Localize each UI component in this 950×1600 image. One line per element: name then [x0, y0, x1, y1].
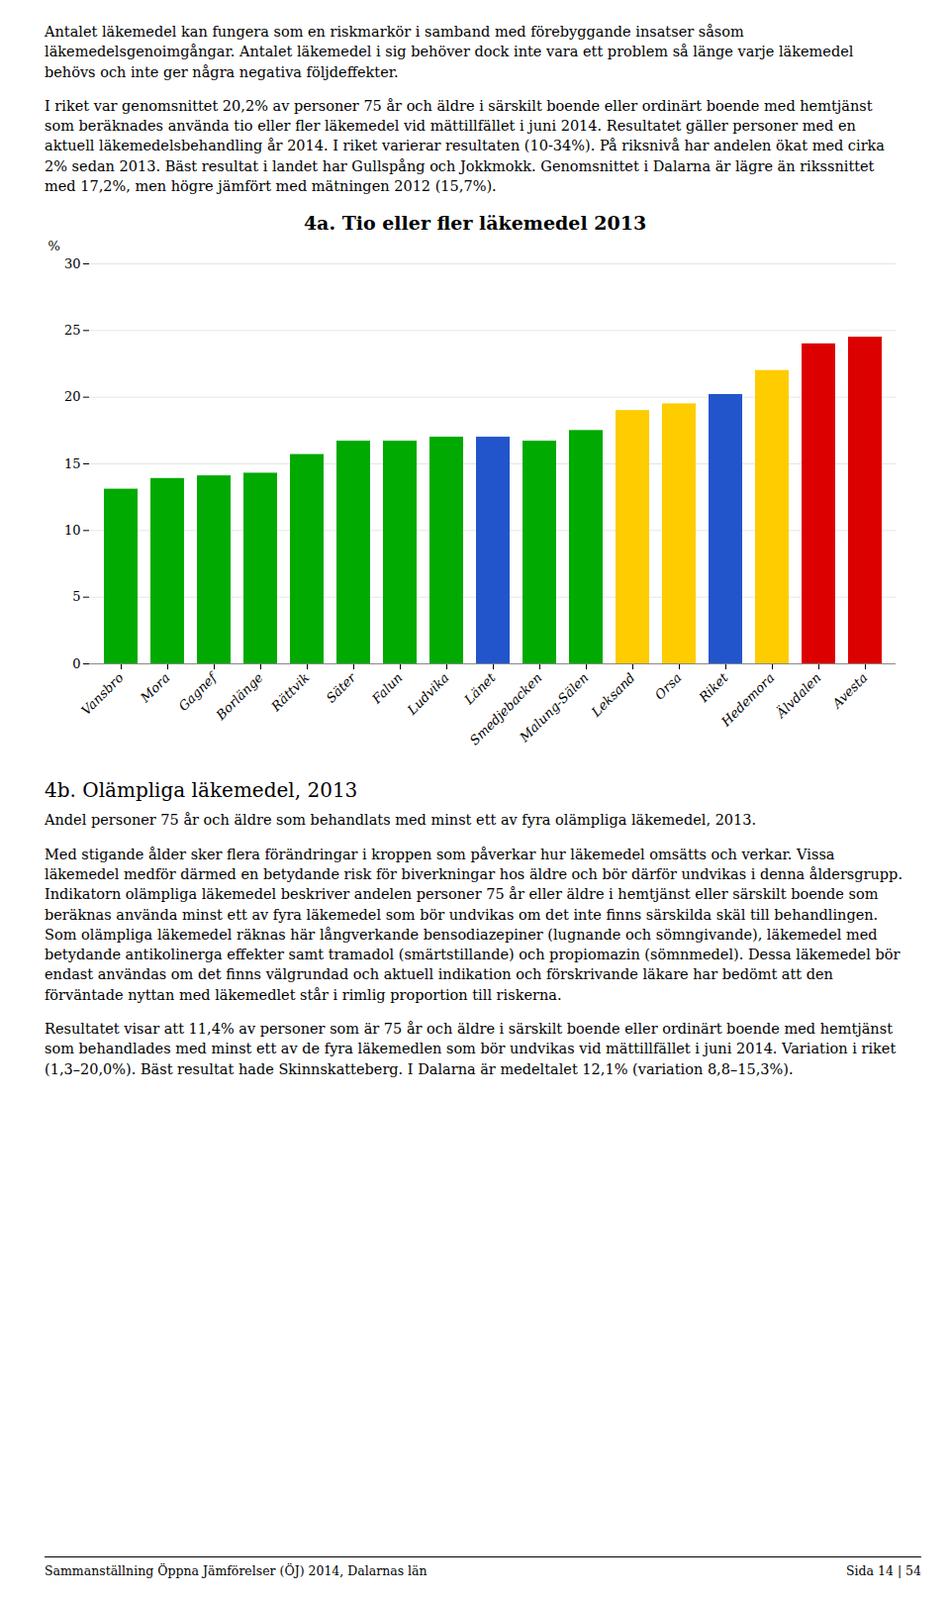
svg-text:Vansbro: Vansbro [78, 669, 126, 718]
svg-text:Riket: Riket [695, 669, 732, 706]
svg-text:0: 0 [72, 656, 81, 671]
svg-text:Länet: Länet [461, 669, 500, 709]
svg-text:Mora: Mora [136, 669, 173, 706]
svg-text:5: 5 [72, 589, 81, 605]
html-text:Sida 14 | 54: Sida 14 | 54 [846, 1562, 922, 1578]
svg-text:30: 30 [64, 256, 82, 272]
svg-text:Leksand: Leksand [587, 669, 638, 720]
svg-text:Borlänge: Borlänge [212, 669, 267, 724]
svg-text:15: 15 [64, 456, 82, 472]
html-text:Sammanställning Öppna Jämförel: Sammanställning Öppna Jämförelser (ÖJ) 2… [44, 1562, 428, 1578]
svg-text:Säter: Säter [323, 669, 360, 706]
html-text:Med stigande ålder sker flera: Med stigande ålder sker flera förändring… [44, 845, 903, 1003]
html-text:I riket var genomsnittet 20,2%: I riket var genomsnittet 20,2% av person… [44, 97, 885, 195]
svg-text:Falun: Falun [368, 669, 405, 707]
svg-text:10: 10 [64, 522, 82, 538]
svg-text:Rättvik: Rättvik [268, 669, 313, 715]
svg-text:Ludvika: Ludvika [403, 669, 452, 718]
html-text:Antalet läkemedel kan fungera: Antalet läkemedel kan fungera som en ris… [44, 23, 854, 80]
svg-text:Orsa: Orsa [652, 669, 685, 703]
svg-text:25: 25 [64, 322, 82, 338]
html-text:4a. Tio eller fler läkemedel 2: 4a. Tio eller fler läkemedel 2013 [303, 212, 647, 234]
html-text:4b. Olämpliga läkemedel, 2013: 4b. Olämpliga läkemedel, 2013 [44, 778, 358, 802]
svg-text:%: % [48, 238, 61, 254]
html-text:Andel personer 75 år och äldre: Andel personer 75 år och äldre som behan… [44, 811, 757, 828]
svg-text:Gagnef: Gagnef [175, 668, 221, 715]
svg-text:20: 20 [64, 389, 82, 405]
svg-text:Malung-Sälen: Malung-Sälen [516, 669, 592, 746]
html-text:Resultatet visar att 11,4% av: Resultatet visar att 11,4% av personer s… [44, 1020, 896, 1077]
svg-text:Avesta: Avesta [828, 669, 870, 712]
svg-text:Smedjebacken: Smedjebacken [466, 670, 545, 748]
svg-text:Älvdalen: Älvdalen [771, 668, 824, 721]
svg-text:Hedemora: Hedemora [717, 669, 777, 730]
